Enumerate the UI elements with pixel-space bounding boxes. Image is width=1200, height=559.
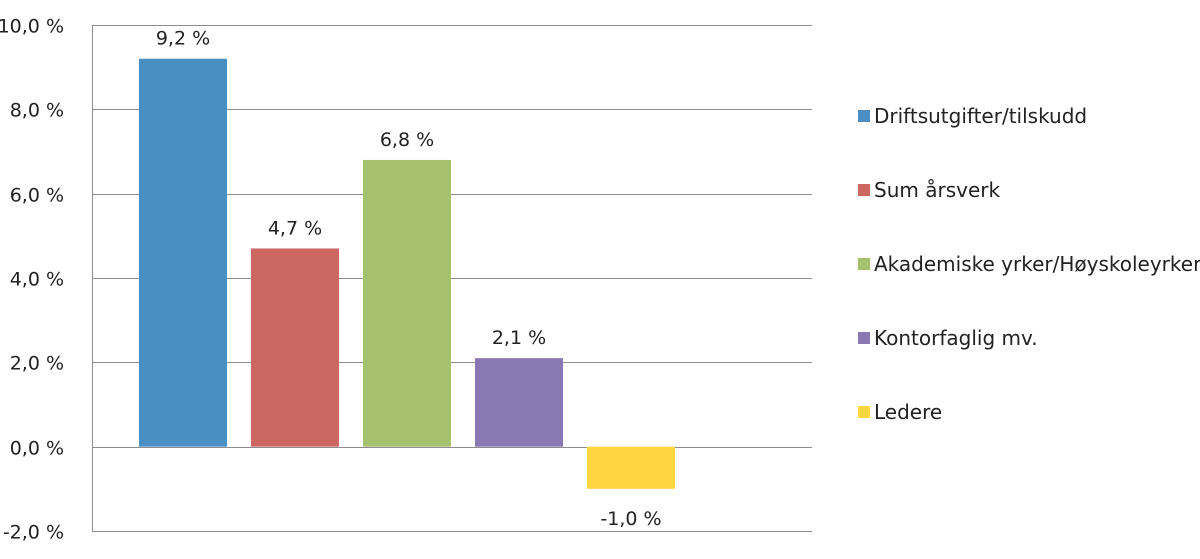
y-tick-label: 10,0 % [0,16,64,38]
data-label: 2,1 % [492,327,546,349]
y-tick-label: 8,0 % [10,100,64,122]
legend-label: Akademiske yrker/Høyskoleyrker [874,252,1200,276]
bar-4 [475,358,563,447]
bar-5 [587,446,675,489]
data-label: 4,7 % [268,217,322,239]
legend-label: Kontorfaglig mv. [874,326,1038,350]
bar-2 [251,248,339,447]
bar-3 [363,159,451,447]
legend-label: Ledere [874,400,942,424]
legend-swatch [858,184,870,196]
axes: -2,0 % 0,0 % 2,0 % 4,0 % 6,0 % 8,0 % 10,0 % [0,16,93,544]
legend-swatch [858,258,870,270]
legend-label: Driftsutgifter/tilskudd [874,104,1087,128]
data-labels: 9,2 % 4,7 % 6,8 % 2,1 % -1,0 % [156,28,662,530]
data-label: 9,2 % [156,28,210,50]
legend-swatch [858,406,870,418]
legend: Driftsutgifter/tilskudd Sum årsverk Akadem… [858,104,1200,424]
y-tick-label: 6,0 % [10,185,64,207]
data-label: 6,8 % [380,129,434,151]
y-tick-label: 2,0 % [10,353,64,375]
y-tick-label: -2,0 % [3,522,64,544]
y-tick-label: 4,0 % [10,269,64,291]
legend-label: Sum årsverk [874,178,1000,202]
legend-swatch [858,332,870,344]
y-tick-label: 0,0 % [10,438,64,460]
data-label: -1,0 % [600,508,661,530]
bars [139,58,675,489]
bar-1 [139,58,227,447]
legend-swatch [858,110,870,122]
